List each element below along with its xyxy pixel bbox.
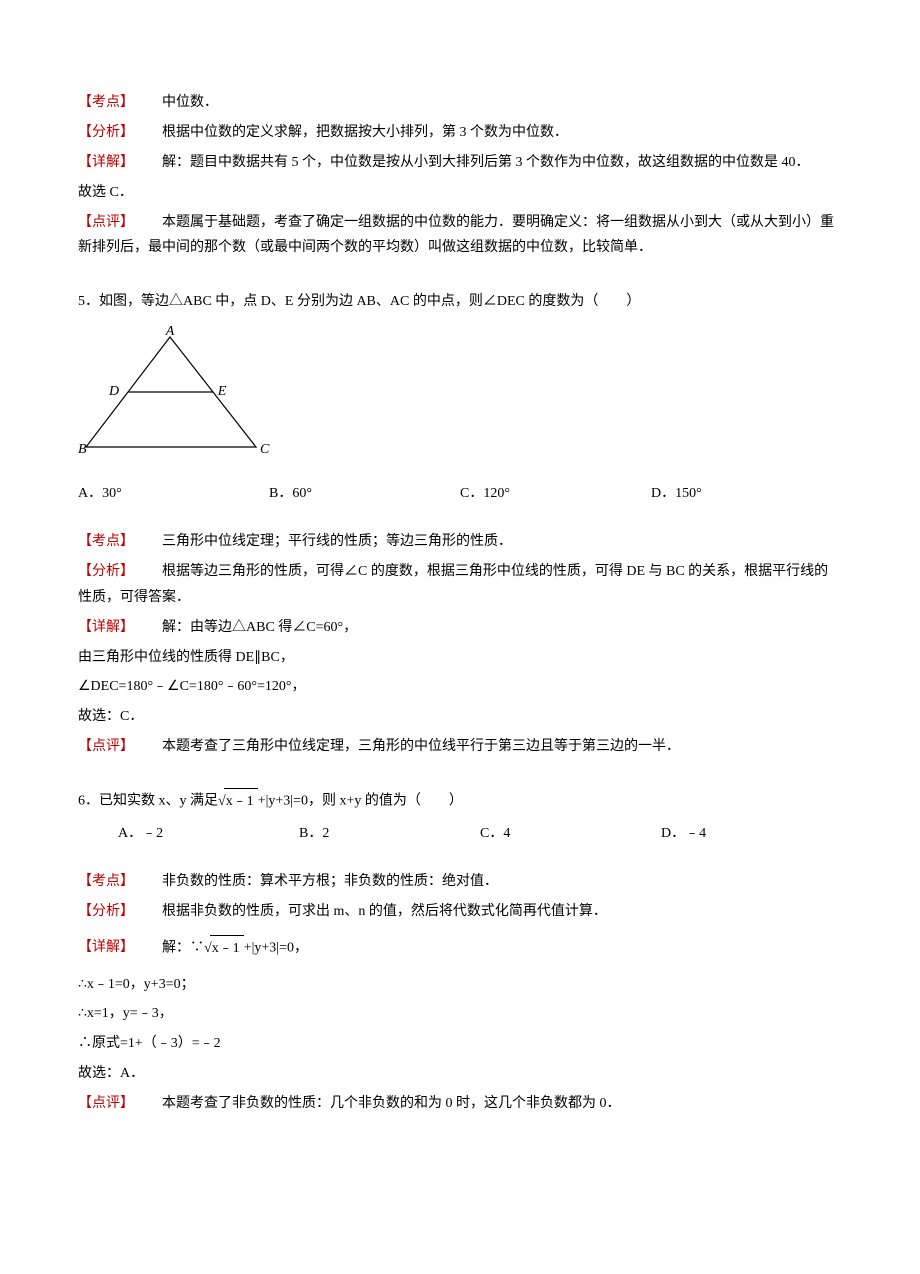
label-kaodian: 【考点】 xyxy=(78,90,134,116)
q6-question-suffix: +|y+3|=0，则 x+y 的值为（ ） xyxy=(258,794,463,809)
q4-xiangjie-text: 解：题目中数据共有 5 个，中位数是按从小到大排列后第 3 个数作为中位数，故这… xyxy=(162,155,810,170)
q6-line3: ∴x=1，y=﹣3， xyxy=(78,1001,842,1027)
q5-xiangjie: 【详解】 解：由等边△ABC 得∠C=60°， xyxy=(78,615,842,641)
q6-radicand2: x﹣1 xyxy=(210,935,244,962)
label-dianping: 【点评】 xyxy=(78,1091,134,1117)
q6-option-a: A．﹣2 xyxy=(118,821,299,847)
label-d: D xyxy=(108,384,119,399)
q5-xiangjie-line1: 解：由等边△ABC 得∠C=60°， xyxy=(162,620,357,635)
q6-xiangjie-suffix: +|y+3|=0， xyxy=(244,940,308,955)
q5-dianping-text: 本题考查了三角形中位线定理，三角形的中位线平行于第三边且等于第三边的一半． xyxy=(162,739,680,754)
q5-option-b: B．60° xyxy=(269,481,460,507)
q6-question-prefix: 6．已知实数 x、y 满足 xyxy=(78,794,218,809)
label-dianping: 【点评】 xyxy=(78,210,134,236)
q6-dianping-text: 本题考查了非负数的性质：几个非负数的和为 0 时，这几个非负数都为 0． xyxy=(162,1096,621,1111)
q5-diagram: A B C D E xyxy=(78,323,842,473)
q5-option-a: A．30° xyxy=(78,481,269,507)
q4-dianping-text: 本题属于基础题，考查了确定一组数据的中位数的能力．要明确定义：将一组数据从小到大… xyxy=(78,215,834,256)
q5-option-d: D．150° xyxy=(651,481,842,507)
q6-options: A．﹣2 B．2 C．4 D．﹣4 xyxy=(78,821,842,847)
q4-kaodian: 【考点】 中位数． xyxy=(78,90,842,116)
q5-fenxi: 【分析】 根据等边三角形的性质，可得∠C 的度数，根据三角形中位线的性质，可得 … xyxy=(78,559,842,611)
q5-fenxi-text: 根据等边三角形的性质，可得∠C 的度数，根据三角形中位线的性质，可得 DE 与 … xyxy=(78,564,828,605)
q6-option-b: B．2 xyxy=(299,821,480,847)
q5-dianping: 【点评】 本题考查了三角形中位线定理，三角形的中位线平行于第三边且等于第三边的一… xyxy=(78,734,842,760)
q6-question: 6．已知实数 x、y 满足√x﹣1+|y+3|=0，则 x+y 的值为（ ） xyxy=(78,788,842,815)
q4-kaodian-text: 中位数． xyxy=(162,95,218,110)
label-fenxi: 【分析】 xyxy=(78,120,134,146)
q6-dianping: 【点评】 本题考查了非负数的性质：几个非负数的和为 0 时，这几个非负数都为 0… xyxy=(78,1091,842,1117)
q5-conclusion: 故选：C． xyxy=(78,704,842,730)
label-kaodian: 【考点】 xyxy=(78,869,134,895)
label-kaodian: 【考点】 xyxy=(78,529,134,555)
q5-option-c: C．120° xyxy=(460,481,651,507)
q5-xiangjie-line3: ∠DEC=180°﹣∠C=180°﹣60°=120°， xyxy=(78,674,842,700)
q6-line2: ∴x﹣1=0，y+3=0； xyxy=(78,972,842,998)
q6-kaodian-text: 非负数的性质：算术平方根；非负数的性质：绝对值． xyxy=(162,874,498,889)
q6-xiangjie: 【详解】 解：∵√x﹣1+|y+3|=0， xyxy=(78,935,842,962)
q4-fenxi: 【分析】 根据中位数的定义求解，把数据按大小排列，第 3 个数为中位数． xyxy=(78,120,842,146)
q6-xiangjie-prefix: 解：∵ xyxy=(162,940,204,955)
q5-question: 5．如图，等边△ABC 中，点 D、E 分别为边 AB、AC 的中点，则∠DEC… xyxy=(78,289,842,315)
q5-xiangjie-line2: 由三角形中位线的性质得 DE∥BC， xyxy=(78,645,842,671)
q6-fenxi-text: 根据非负数的性质，可求出 m、n 的值，然后将代数式化简再代值计算． xyxy=(162,904,607,919)
label-xiangjie: 【详解】 xyxy=(78,150,134,176)
q6-conclusion: 故选：A． xyxy=(78,1061,842,1087)
q5-kaodian: 【考点】 三角形中位线定理；平行线的性质；等边三角形的性质． xyxy=(78,529,842,555)
label-fenxi: 【分析】 xyxy=(78,559,134,585)
q4-xiangjie: 【详解】 解：题目中数据共有 5 个，中位数是按从小到大排列后第 3 个数作为中… xyxy=(78,150,842,176)
label-e: E xyxy=(217,384,227,399)
q6-option-c: C．4 xyxy=(480,821,661,847)
q5-kaodian-text: 三角形中位线定理；平行线的性质；等边三角形的性质． xyxy=(162,534,512,549)
label-a: A xyxy=(165,324,175,339)
q6-option-d: D．﹣4 xyxy=(661,821,842,847)
q6-line4: ∴原式=1+（﹣3）=﹣2 xyxy=(78,1031,842,1057)
label-xiangjie: 【详解】 xyxy=(78,615,134,641)
q6-radicand: x﹣1 xyxy=(224,788,258,815)
label-c: C xyxy=(260,442,270,457)
label-xiangjie: 【详解】 xyxy=(78,935,134,961)
sqrt-icon: √x﹣1 xyxy=(204,935,244,962)
triangle-svg: A B C D E xyxy=(78,323,278,463)
q6-kaodian: 【考点】 非负数的性质：算术平方根；非负数的性质：绝对值． xyxy=(78,869,842,895)
label-fenxi: 【分析】 xyxy=(78,899,134,925)
q4-dianping: 【点评】 本题属于基础题，考查了确定一组数据的中位数的能力．要明确定义：将一组数… xyxy=(78,210,842,262)
q6-fenxi: 【分析】 根据非负数的性质，可求出 m、n 的值，然后将代数式化简再代值计算． xyxy=(78,899,842,925)
label-dianping: 【点评】 xyxy=(78,734,134,760)
q4-conclusion: 故选 C． xyxy=(78,180,842,206)
q4-fenxi-text: 根据中位数的定义求解，把数据按大小排列，第 3 个数为中位数． xyxy=(162,125,568,140)
label-b: B xyxy=(78,442,87,457)
sqrt-icon: √x﹣1 xyxy=(218,788,258,815)
q5-options: A．30° B．60° C．120° D．150° xyxy=(78,481,842,507)
